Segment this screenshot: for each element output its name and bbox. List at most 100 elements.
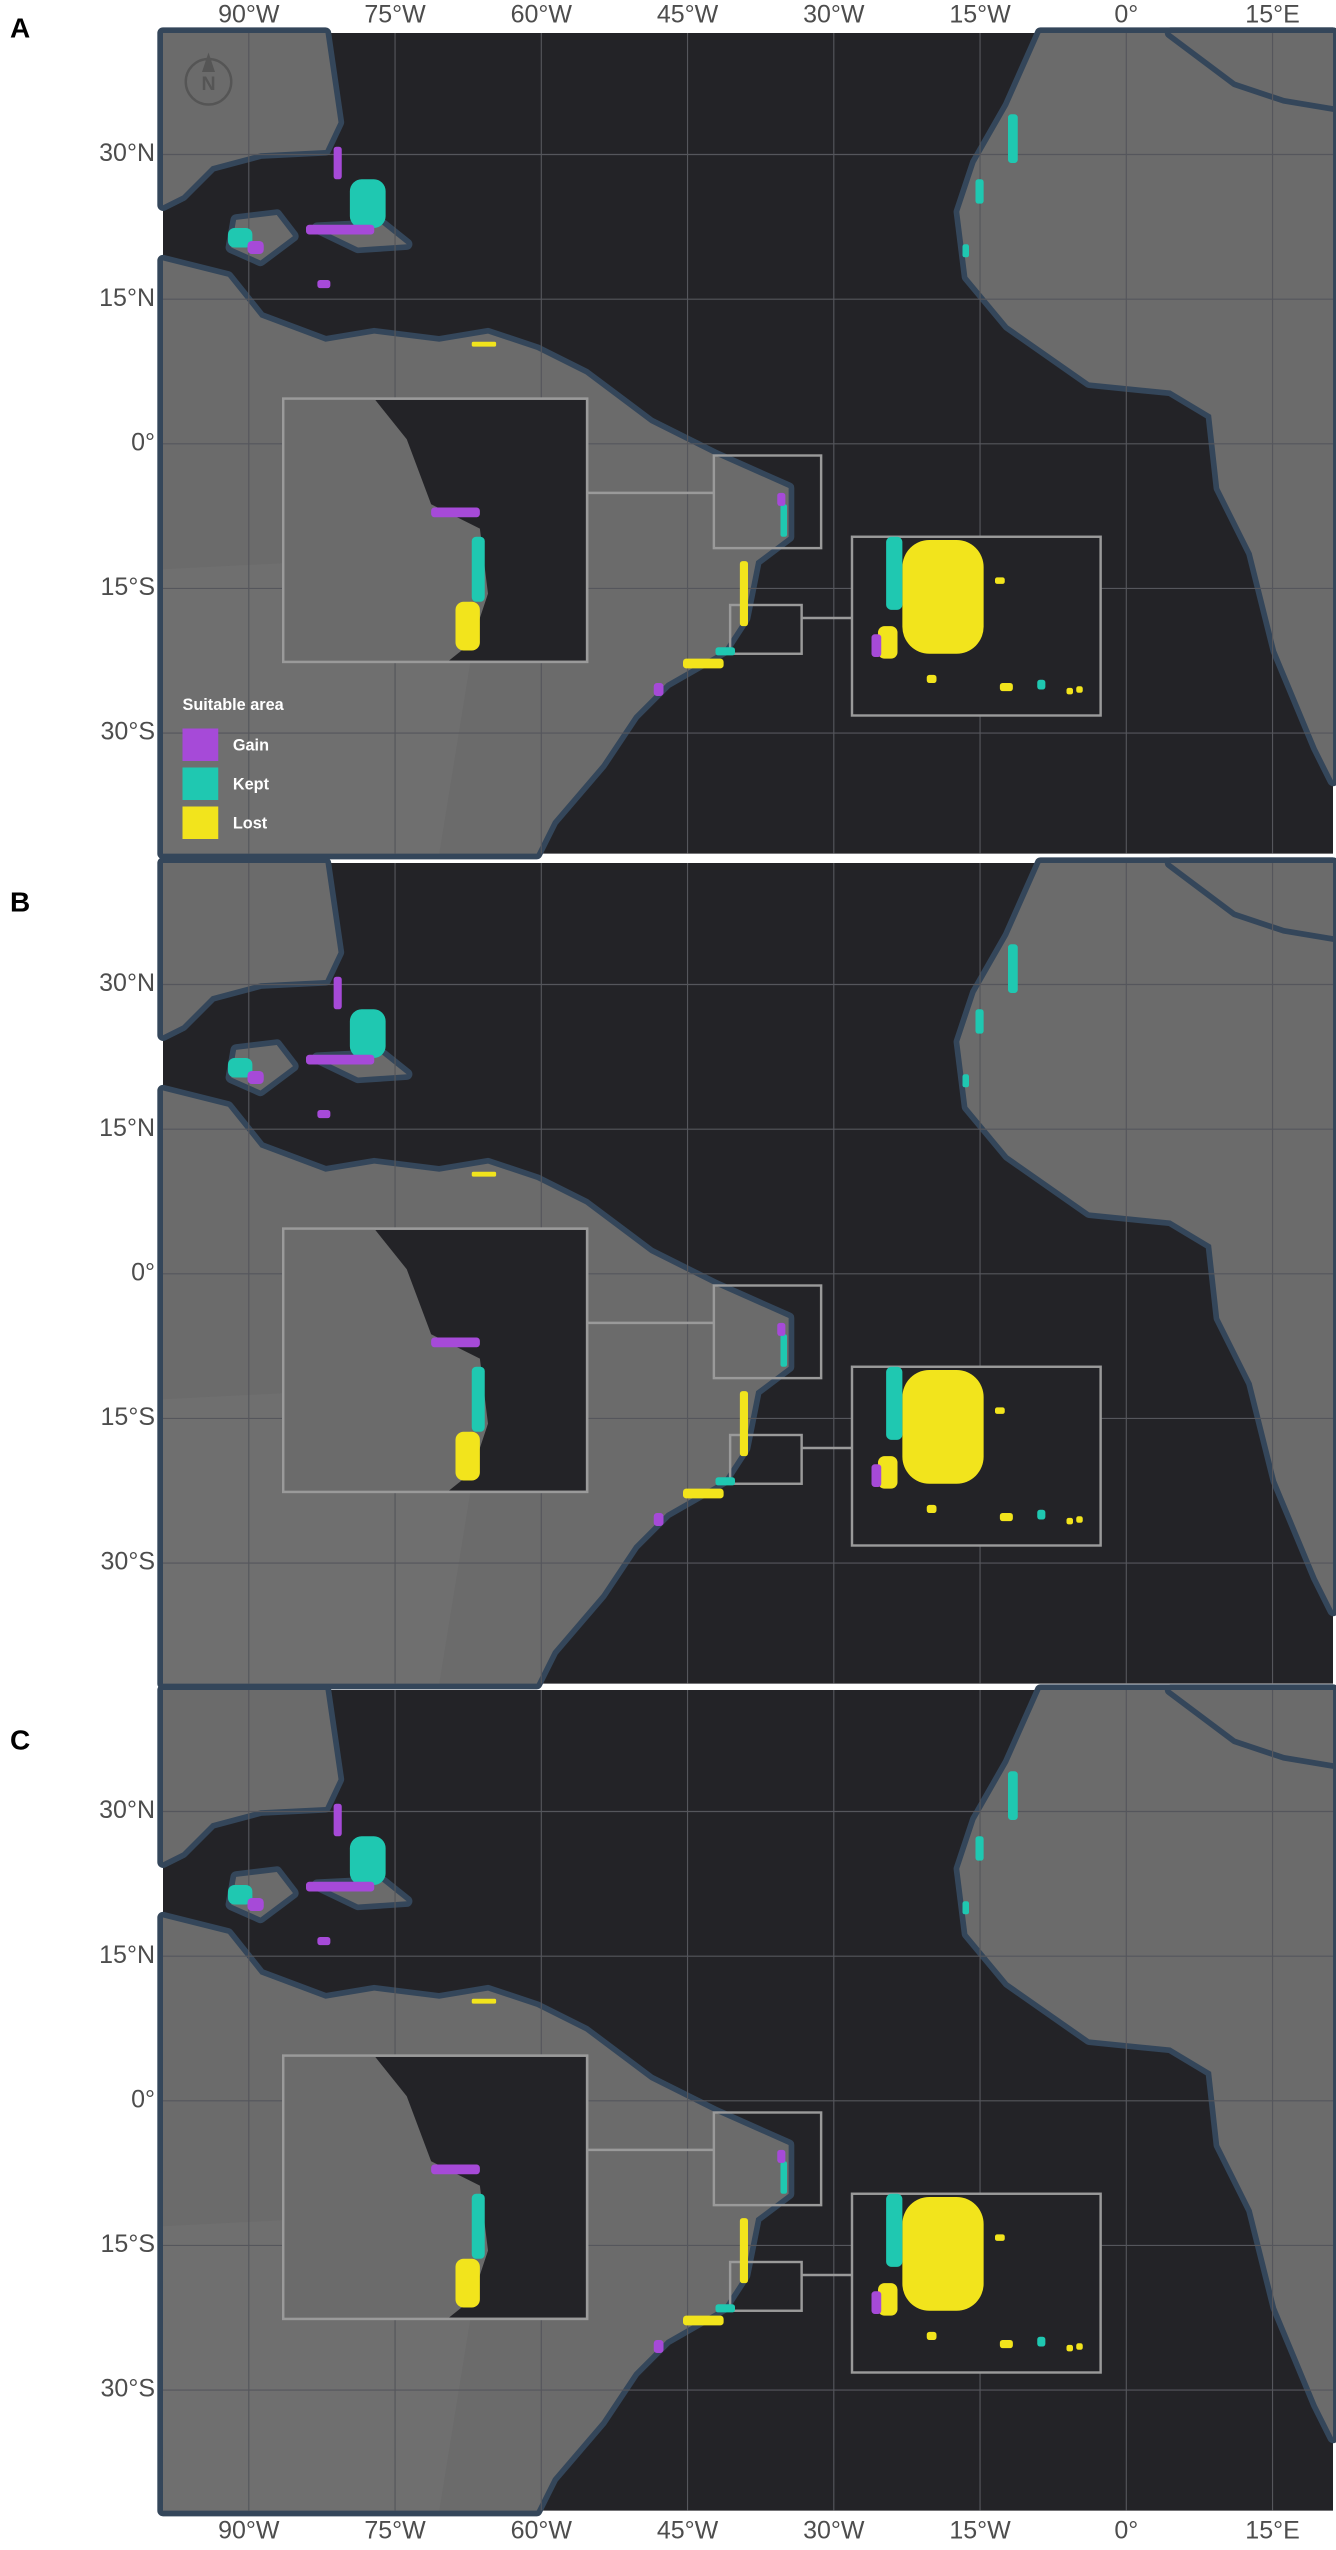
suitable-area (471, 2193, 485, 2259)
legend-label: Lost (233, 815, 268, 833)
x-tick-label: 15°E (1245, 2517, 1299, 2545)
suitable-area (780, 2161, 787, 2194)
suitable-area (228, 1885, 253, 1905)
suitable-area (317, 1110, 331, 1119)
suitable-area (871, 1464, 882, 1487)
suitable-area (1037, 679, 1046, 690)
x-tick-label: 60°W (511, 1, 573, 29)
suitable-area (1066, 687, 1073, 695)
suitable-area (926, 2331, 937, 2340)
y-tick-label: 30°S (101, 2375, 155, 2403)
suitable-area (683, 2315, 724, 2326)
map-panel (163, 1690, 1333, 2511)
suitable-area (349, 179, 386, 228)
suitable-area (777, 492, 786, 506)
suitable-area (1037, 2336, 1046, 2347)
suitable-area (471, 1366, 485, 1432)
suitable-area (471, 1171, 497, 1177)
suitable-area (333, 976, 342, 1010)
inset-frame (282, 1227, 589, 1494)
suitable-area (247, 241, 264, 254)
suitable-area (349, 1009, 386, 1058)
suitable-area (902, 540, 984, 654)
suitable-area (962, 1901, 969, 1915)
panel-label: B (10, 886, 30, 917)
suitable-area (999, 1513, 1013, 1522)
suitable-area (431, 507, 480, 518)
suitable-area (1008, 114, 1018, 163)
suitable-area (739, 1391, 748, 1457)
y-tick-label: 15°S (101, 2230, 155, 2258)
y-tick-label: 30°S (101, 1548, 155, 1576)
suitable-area (1076, 686, 1083, 693)
suitable-area (995, 1407, 1005, 1414)
suitable-area (471, 1998, 497, 2004)
suitable-area (995, 2234, 1005, 2241)
suitable-area (886, 2193, 903, 2267)
suitable-area (1037, 1509, 1046, 1520)
x-tick-label: 90°W (218, 2517, 280, 2545)
suitable-area (969, 553, 978, 562)
x-tick-label: 0° (1114, 1, 1138, 29)
suitable-area (317, 1937, 331, 1946)
suitable-area (653, 1513, 664, 1526)
suitable-area (455, 601, 480, 651)
suitable-area (902, 1370, 984, 1484)
suitable-area (739, 561, 748, 627)
suitable-area (431, 1337, 480, 1348)
x-tick-label: 45°W (657, 2517, 719, 2545)
suitable-area (969, 1383, 978, 1392)
suitable-area (333, 146, 342, 180)
inset-land (283, 2055, 488, 2319)
suitable-area (715, 647, 735, 656)
north-arrow (202, 52, 215, 72)
suitable-area (471, 341, 497, 347)
suitable-area (715, 1477, 735, 1486)
zoom-box (728, 1433, 803, 1485)
suitable-area (871, 634, 882, 657)
x-tick-label: 90°W (218, 1, 280, 29)
map-panel (163, 863, 1333, 1684)
suitable-area (975, 179, 984, 204)
y-tick-label: 30°N (99, 1796, 155, 1824)
suitable-area (228, 228, 253, 248)
suitable-area (247, 1898, 264, 1911)
suitable-area (455, 1431, 480, 1481)
suitable-area (653, 683, 664, 696)
suitable-area (333, 1803, 342, 1837)
zoom-box (712, 1284, 823, 1380)
x-tick-label: 75°W (364, 2517, 426, 2545)
y-tick-label: 0° (131, 1258, 155, 1286)
legend-title: Suitable area (183, 696, 285, 714)
panel-label: C (10, 1724, 30, 1755)
legend-label: Gain (233, 737, 269, 755)
suitable-area (962, 1074, 969, 1088)
suitable-area (777, 2149, 786, 2163)
suitable-area (306, 224, 375, 235)
x-tick-label: 45°W (657, 1, 719, 29)
x-tick-label: 30°W (803, 2517, 865, 2545)
y-tick-label: 0° (131, 428, 155, 456)
suitable-area (471, 536, 485, 602)
suitable-area (999, 683, 1013, 692)
suitable-area (349, 1836, 386, 1885)
y-tick-label: 30°N (99, 139, 155, 167)
suitable-area (962, 244, 969, 258)
suitable-area (683, 658, 724, 669)
suitable-area (878, 2283, 898, 2316)
suitable-area (1066, 1517, 1073, 1525)
suitable-area (247, 1071, 264, 1084)
x-tick-label: 15°W (949, 1, 1011, 29)
suitable-area (1076, 2343, 1083, 2350)
suitable-area (317, 280, 331, 289)
suitable-area (886, 1366, 903, 1440)
x-tick-label: 75°W (364, 1, 426, 29)
suitable-area (228, 1058, 253, 1078)
suitable-area (975, 1009, 984, 1034)
zoom-box (712, 2111, 823, 2207)
suitable-area (1008, 1771, 1018, 1820)
suitable-area (780, 504, 787, 537)
inset-land (283, 398, 488, 662)
